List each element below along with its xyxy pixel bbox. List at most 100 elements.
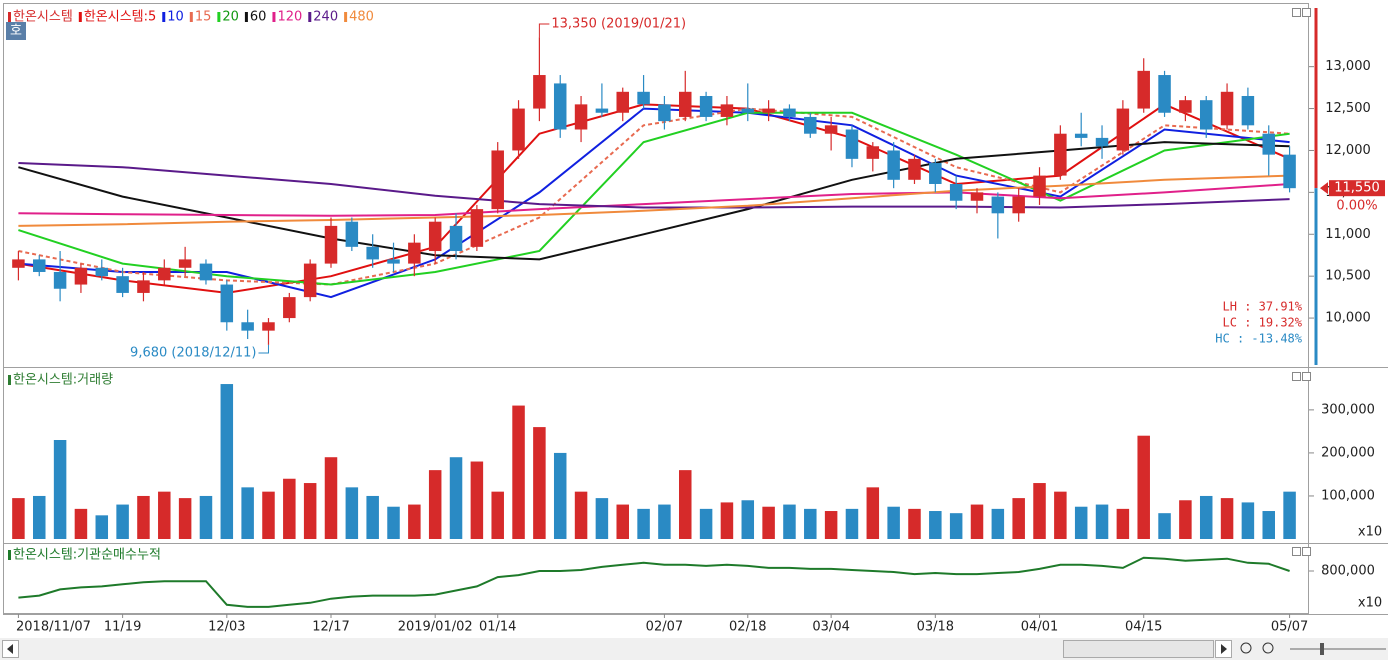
- volume-bar: [845, 508, 859, 539]
- volume-bar: [116, 504, 129, 539]
- min-button[interactable]: [1292, 372, 1301, 381]
- candle-body: [491, 150, 504, 210]
- legend-label: 한온시스템:5: [84, 10, 156, 25]
- volume-bar: [970, 504, 984, 539]
- candle-body: [137, 280, 150, 293]
- annotation-leader: [538, 23, 550, 38]
- candle-body: [262, 322, 275, 331]
- price-pointer: [1320, 182, 1328, 195]
- scrollbar: [0, 638, 1388, 660]
- candle-body: [866, 146, 880, 159]
- zoom-out[interactable]: [1240, 642, 1252, 654]
- arrow-left: [7, 644, 13, 654]
- volume-bar: [408, 504, 421, 539]
- x-tick-label: 12/17: [312, 620, 349, 635]
- legend-label: 한온시스템:기관순매수누적: [13, 548, 161, 563]
- volume-bar: [1179, 500, 1192, 539]
- legend-label: 240: [313, 10, 338, 25]
- legend-swatch: [8, 12, 11, 22]
- zoom-in[interactable]: [1262, 642, 1274, 654]
- volume-bar: [637, 508, 650, 539]
- x-tick-label: 03/04: [812, 620, 849, 635]
- volume-bar: [824, 511, 838, 539]
- min-button[interactable]: [1292, 8, 1301, 17]
- candle-body: [741, 108, 755, 113]
- max-button[interactable]: [1302, 8, 1311, 17]
- volume-bar: [283, 478, 296, 539]
- volume-bar: [95, 515, 109, 539]
- candle-body: [720, 104, 734, 117]
- volume-bar: [616, 504, 629, 539]
- price-box: [1329, 180, 1385, 197]
- volume-bar: [553, 452, 567, 539]
- legend-label: 480: [349, 10, 374, 25]
- max-button[interactable]: [1302, 547, 1311, 556]
- x-tick-label: 05/07: [1271, 620, 1308, 635]
- legend-label: 15: [195, 10, 212, 25]
- candle-body: [199, 263, 213, 281]
- scroll-thumb[interactable]: [1063, 640, 1214, 658]
- volume-bar: [595, 498, 609, 539]
- volume-bar: [574, 491, 588, 539]
- volume-bar: [53, 440, 67, 539]
- volume-bar: [699, 508, 713, 539]
- legend-swatch: [189, 12, 193, 22]
- volume-bar: [804, 508, 817, 539]
- volume-bar: [262, 491, 275, 539]
- candle-body: [33, 259, 46, 272]
- candle-body: [449, 225, 463, 252]
- volume-bar: [137, 495, 150, 539]
- legend-label: 20: [222, 10, 239, 25]
- legend-swatch: [308, 12, 312, 22]
- candle-body: [949, 183, 963, 201]
- zoom-handle[interactable]: [1320, 643, 1324, 655]
- volume-bar: [1054, 491, 1067, 539]
- volume-bar: [720, 502, 734, 539]
- candle-body: [1220, 91, 1234, 126]
- volume-bar: [991, 508, 1005, 539]
- candle-body: [283, 297, 296, 319]
- legend-label: 한온시스템:거래량: [13, 373, 113, 388]
- max-button[interactable]: [1302, 372, 1311, 381]
- candle-body: [428, 221, 442, 252]
- volume-bar: [533, 427, 546, 539]
- x-tick-label: 11/19: [104, 620, 141, 635]
- candle-body: [74, 267, 88, 285]
- candle-body: [762, 108, 775, 113]
- volume-bar: [178, 498, 192, 539]
- y-tick-label: 13,000: [1325, 59, 1371, 74]
- y-tick-label: 100,000: [1321, 488, 1375, 503]
- candle-body: [533, 75, 546, 109]
- scrollbar-track: [0, 638, 1388, 660]
- mode-button[interactable]: [6, 22, 26, 40]
- volume-bar: [887, 506, 900, 539]
- candle-body: [408, 242, 421, 264]
- y-tick-label: 800,000: [1321, 563, 1375, 578]
- candle-body: [824, 125, 838, 134]
- candle-body: [595, 108, 609, 113]
- x-tick-label: 12/03: [208, 620, 245, 635]
- candle-body: [95, 267, 109, 277]
- candle-body: [908, 158, 921, 180]
- candle-body: [470, 209, 484, 247]
- candle-body: [1283, 154, 1296, 189]
- candle-body: [887, 150, 900, 180]
- candle-body: [1033, 175, 1046, 197]
- volume-bar: [1095, 504, 1109, 539]
- volume-bar: [679, 470, 692, 539]
- price-label: 11,550: [1334, 181, 1380, 196]
- y-tick-label: 10,000: [1325, 311, 1371, 326]
- volume-bar: [1220, 498, 1234, 539]
- legend-label: 60: [250, 10, 267, 25]
- legend-swatch: [344, 12, 348, 22]
- volume-bar: [491, 491, 504, 539]
- min-button[interactable]: [1292, 547, 1301, 556]
- legend-swatch: [162, 12, 166, 22]
- moving-average: [18, 183, 1290, 217]
- volume-bar: [1137, 435, 1150, 539]
- legend-swatch: [8, 375, 11, 385]
- candle-body: [699, 95, 713, 117]
- volume-bar: [1012, 498, 1025, 539]
- candle-body: [220, 284, 234, 323]
